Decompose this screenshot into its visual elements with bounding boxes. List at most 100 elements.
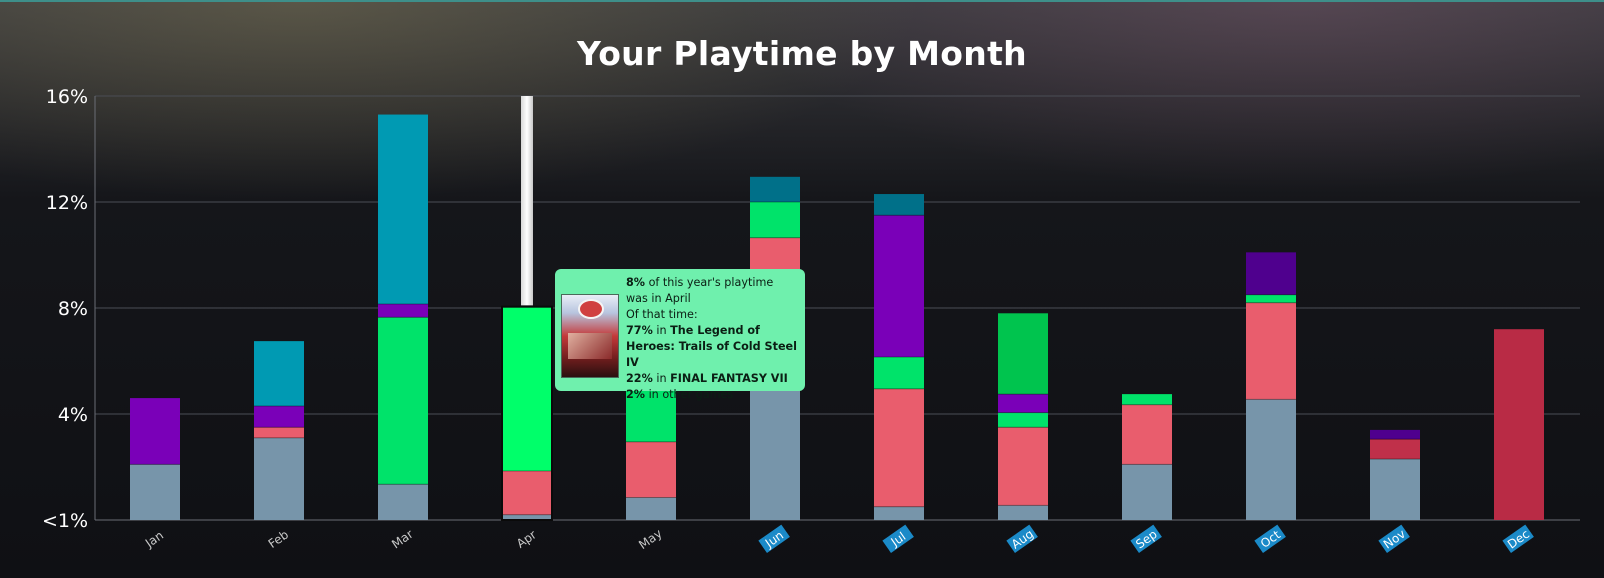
bar-segment bbox=[1122, 394, 1172, 405]
month-label-jan: Jan bbox=[142, 528, 166, 551]
tooltip-game1-name: The Legend of Heroes: Trails of Cold Ste… bbox=[626, 324, 797, 369]
month-label-highlight bbox=[1502, 524, 1534, 553]
tooltip-text: 8% of this year's playtime was in April … bbox=[626, 275, 797, 401]
bar-segment bbox=[626, 441, 676, 498]
bar-segment bbox=[1246, 399, 1296, 520]
tooltip-line-percent: 8% of this year's playtime was in April bbox=[626, 275, 797, 307]
bar-segment bbox=[998, 427, 1048, 506]
bar-segment bbox=[874, 357, 924, 389]
bar-mar[interactable] bbox=[378, 114, 428, 520]
tooltip-other-percent: 2% bbox=[626, 388, 645, 401]
bar-segment bbox=[1370, 439, 1420, 460]
game-cover-image bbox=[561, 294, 619, 378]
bar-segment bbox=[998, 313, 1048, 395]
bar-oct[interactable] bbox=[1246, 252, 1296, 520]
bar-aug[interactable] bbox=[998, 313, 1048, 520]
bar-segment bbox=[1370, 429, 1420, 440]
bar-segment bbox=[1246, 294, 1296, 303]
month-label-text: May bbox=[636, 526, 664, 552]
top-accent-line bbox=[0, 0, 1604, 2]
bar-segment bbox=[502, 514, 552, 520]
bar-segment bbox=[502, 306, 552, 471]
tooltip-game2-name: FINAL FANTASY VII bbox=[670, 372, 788, 385]
bar-segment bbox=[378, 114, 428, 305]
month-label-oct: Oct bbox=[1254, 524, 1286, 553]
bar-segment bbox=[874, 506, 924, 520]
bar-apr[interactable] bbox=[501, 305, 553, 521]
bar-segment bbox=[378, 304, 428, 318]
y-tick-label: 8% bbox=[58, 298, 88, 320]
bars-layer bbox=[130, 114, 1544, 521]
bar-jul[interactable] bbox=[874, 194, 924, 520]
month-label-sep: Sep bbox=[1130, 524, 1162, 553]
bar-segment bbox=[378, 317, 428, 485]
month-label-text: Apr bbox=[514, 527, 539, 550]
bar-segment bbox=[1122, 464, 1172, 520]
grid-layer bbox=[94, 95, 1580, 521]
month-label-highlight bbox=[1006, 524, 1038, 553]
bar-segment bbox=[998, 412, 1048, 428]
tooltip-line2: Of that time: bbox=[626, 308, 698, 321]
bar-segment bbox=[254, 341, 304, 407]
bar-segment bbox=[998, 505, 1048, 520]
bar-sep[interactable] bbox=[1122, 394, 1172, 520]
bar-segment bbox=[1494, 329, 1544, 520]
bar-segment bbox=[1370, 459, 1420, 520]
tooltip-line1: of this year's playtime was in April bbox=[626, 276, 774, 305]
month-label-highlight bbox=[1254, 524, 1286, 553]
y-tick-label: 4% bbox=[58, 404, 88, 426]
hover-indicator bbox=[521, 96, 533, 306]
month-label-jun: Jun bbox=[758, 524, 790, 553]
month-label-nov: Nov bbox=[1378, 524, 1410, 553]
bar-segment bbox=[750, 202, 800, 238]
month-label-jul: Jul bbox=[882, 524, 914, 553]
tooltip-game1: 77% in The Legend of Heroes: Trails of C… bbox=[626, 323, 797, 371]
y-tick-label: <1% bbox=[42, 510, 88, 532]
bar-segment bbox=[130, 398, 180, 465]
bar-hover-outline bbox=[501, 305, 553, 521]
tooltip-other-text: in other games bbox=[648, 388, 734, 401]
tooltip-game1-percent: 77% bbox=[626, 324, 653, 337]
month-label-may: May bbox=[636, 526, 664, 552]
bar-segment bbox=[998, 394, 1048, 413]
tooltip-game2-in: in bbox=[656, 372, 667, 385]
bar-segment bbox=[1246, 302, 1296, 400]
bar-segment bbox=[254, 406, 304, 428]
bar-segment bbox=[254, 427, 304, 438]
y-tick-label: 12% bbox=[46, 192, 88, 214]
y-tick-label: 16% bbox=[46, 86, 88, 108]
tooltip-percent: 8% bbox=[626, 276, 645, 289]
month-label-feb: Feb bbox=[266, 527, 291, 551]
bar-segment bbox=[254, 437, 304, 520]
month-label-layer: Jan Feb Mar Apr May Jun Jul Aug Sep Oct Nov Dec bbox=[142, 524, 1534, 553]
bar-segment bbox=[750, 176, 800, 202]
bar-segment bbox=[874, 215, 924, 358]
bar-dec[interactable] bbox=[1494, 329, 1544, 520]
bar-feb[interactable] bbox=[254, 341, 304, 520]
tooltip-game1-in: in bbox=[656, 324, 667, 337]
month-label-text: Mar bbox=[389, 527, 416, 551]
bar-nov[interactable] bbox=[1370, 429, 1420, 520]
month-tooltip: 8% of this year's playtime was in April … bbox=[555, 269, 805, 401]
bar-jan[interactable] bbox=[130, 398, 180, 520]
tooltip-game2-percent: 22% bbox=[626, 372, 653, 385]
bar-segment bbox=[378, 484, 428, 520]
bar-segment bbox=[626, 497, 676, 520]
bar-segment bbox=[130, 464, 180, 520]
hover-indicator-layer bbox=[521, 96, 533, 306]
month-label-mar: Mar bbox=[389, 527, 416, 551]
month-label-highlight bbox=[1130, 524, 1162, 553]
month-label-highlight bbox=[1378, 524, 1410, 553]
tooltip-other: 2% in other games bbox=[626, 387, 797, 403]
month-label-text: Feb bbox=[266, 527, 291, 551]
bar-segment bbox=[1122, 404, 1172, 465]
month-label-highlight bbox=[882, 524, 914, 553]
month-label-aug: Aug bbox=[1006, 524, 1038, 553]
month-label-apr: Apr bbox=[514, 527, 539, 550]
month-label-dec: Dec bbox=[1502, 524, 1534, 553]
bar-segment bbox=[874, 388, 924, 507]
bar-segment bbox=[874, 194, 924, 216]
month-label-text: Jan bbox=[142, 528, 166, 551]
bar-segment bbox=[502, 470, 552, 515]
